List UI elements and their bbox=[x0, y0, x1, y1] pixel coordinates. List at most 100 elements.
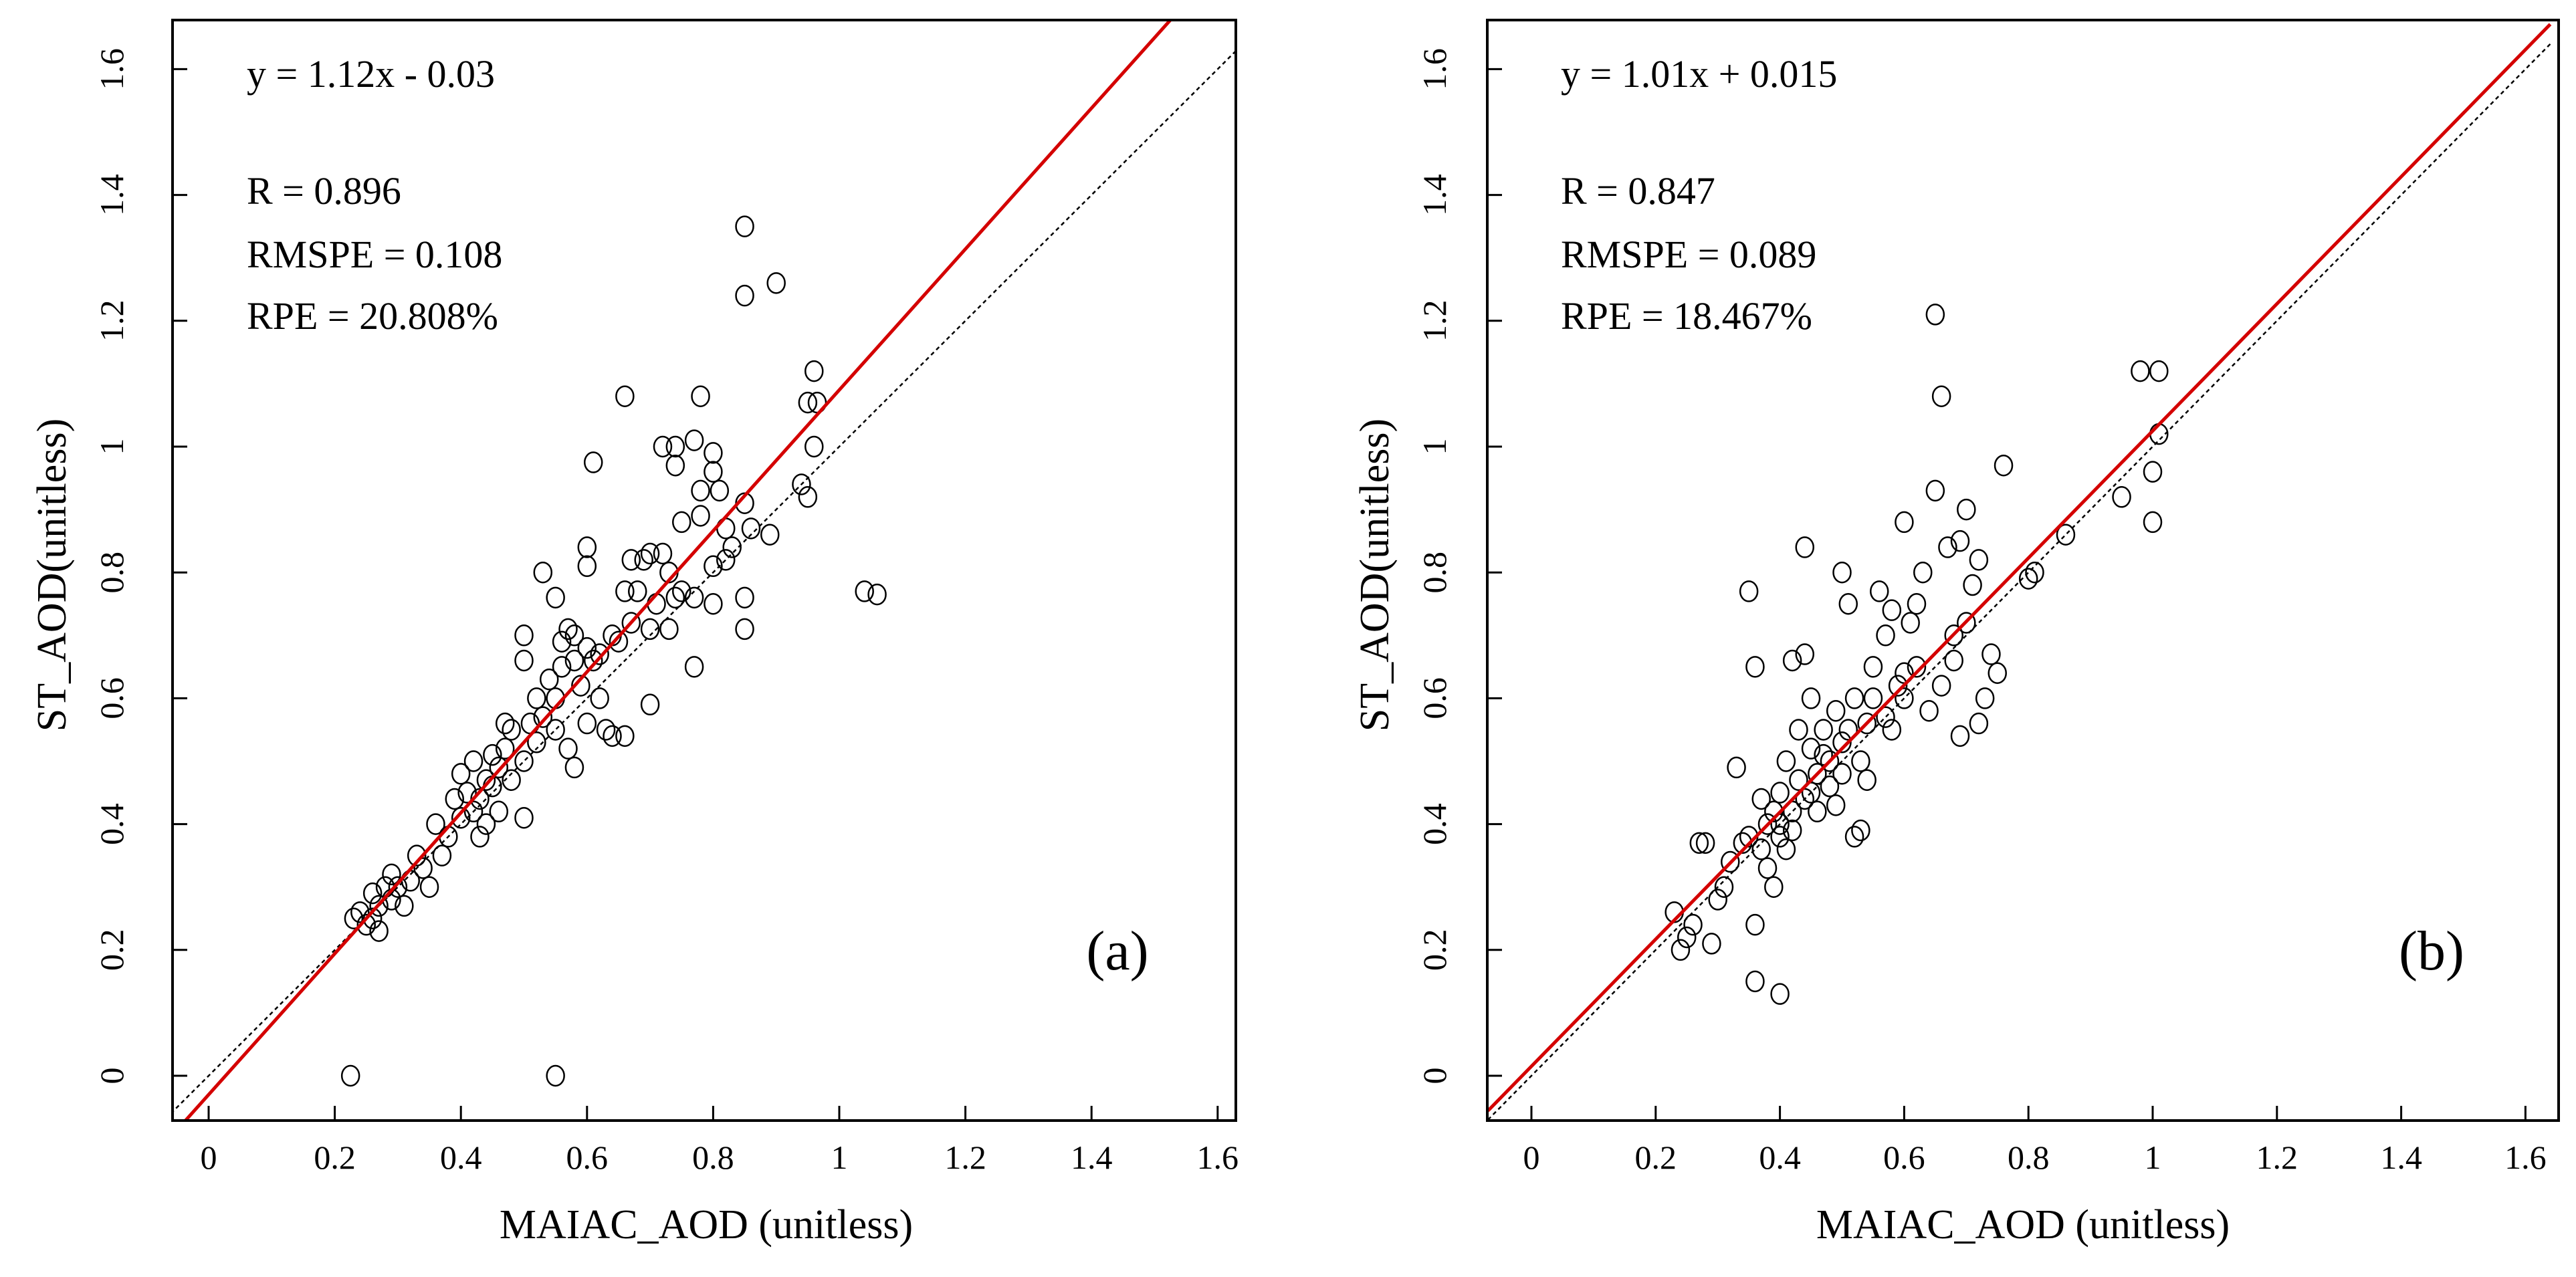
data-point bbox=[1994, 454, 2014, 477]
data-point bbox=[735, 586, 754, 609]
data-point bbox=[1888, 675, 1908, 697]
panel-a: 0 0.2 0.4 0.6 0.8 1 1.2 1.4 1.6 0 0.2 0.4 0.6 0.8 1 1.2… bbox=[29, 19, 1239, 1248]
data-point bbox=[463, 750, 484, 772]
panel-b: 0 0.2 0.4 0.6 0.8 1 1.2 1.4 1.6 0 0.2 0.4 0.6 0.8 1 1.2… bbox=[1352, 19, 2560, 1248]
data-point bbox=[603, 725, 622, 747]
data-point bbox=[369, 920, 389, 942]
data-point bbox=[1957, 498, 1976, 521]
data-point bbox=[2018, 568, 2038, 590]
data-point bbox=[672, 511, 691, 534]
data-point bbox=[1901, 612, 1920, 634]
y-tick-label: 0.8 bbox=[93, 552, 130, 594]
data-point bbox=[1714, 876, 1734, 898]
data-points bbox=[340, 215, 887, 1087]
data-point bbox=[2112, 486, 2131, 508]
y-tick-label: 1.6 bbox=[93, 48, 130, 90]
data-point bbox=[704, 555, 723, 578]
data-point bbox=[514, 806, 534, 829]
x-tick-label: 0.6 bbox=[1883, 1139, 1925, 1176]
data-point bbox=[583, 451, 603, 473]
panel-label: (b) bbox=[2399, 920, 2464, 982]
data-point bbox=[476, 813, 496, 835]
data-point bbox=[1727, 756, 1746, 779]
data-point bbox=[489, 756, 509, 779]
data-point bbox=[1702, 933, 1721, 955]
y-tick-label: 0.4 bbox=[93, 803, 130, 845]
stat-annotation: RMSPE = 0.108 bbox=[247, 233, 502, 276]
data-point bbox=[1950, 530, 1970, 552]
data-point bbox=[590, 687, 609, 709]
data-point bbox=[564, 649, 584, 672]
data-point bbox=[1770, 826, 1790, 848]
data-point bbox=[362, 907, 383, 929]
data-point bbox=[1988, 662, 2007, 685]
data-point bbox=[691, 505, 710, 527]
data-point bbox=[350, 901, 370, 923]
data-point bbox=[647, 593, 666, 615]
data-point bbox=[1814, 719, 1833, 741]
data-point bbox=[704, 442, 723, 464]
x-tick-label: 0.2 bbox=[314, 1139, 356, 1176]
data-point bbox=[340, 1064, 360, 1087]
y-tick-label: 0 bbox=[93, 1068, 130, 1084]
data-point bbox=[1863, 687, 1883, 709]
y-tick-label: 0.2 bbox=[1416, 929, 1453, 971]
data-point bbox=[369, 895, 389, 917]
data-point bbox=[665, 454, 685, 477]
data-point bbox=[798, 486, 818, 508]
data-point bbox=[514, 624, 534, 647]
data-point bbox=[1832, 731, 1852, 753]
data-point bbox=[1782, 819, 1802, 842]
data-point bbox=[1832, 561, 1852, 584]
data-point bbox=[2143, 511, 2163, 534]
data-point bbox=[684, 656, 704, 678]
data-point bbox=[684, 429, 704, 451]
data-point bbox=[1801, 737, 1821, 760]
data-point bbox=[1981, 643, 2001, 665]
data-point bbox=[2143, 461, 2163, 483]
regression-line bbox=[183, 20, 1173, 1121]
data-point bbox=[1950, 725, 1970, 747]
data-point bbox=[1925, 479, 1945, 502]
data-point bbox=[1739, 580, 1759, 602]
data-point bbox=[741, 517, 761, 540]
panel-label: (a) bbox=[1086, 920, 1148, 982]
data-point bbox=[577, 536, 597, 558]
data-point bbox=[2056, 524, 2076, 546]
data-point bbox=[704, 461, 723, 483]
data-point bbox=[1764, 876, 1784, 898]
data-point bbox=[855, 580, 874, 602]
data-point bbox=[362, 882, 383, 905]
data-point bbox=[558, 737, 578, 760]
data-point bbox=[716, 549, 736, 571]
data-point bbox=[1913, 561, 1933, 584]
data-point bbox=[1770, 782, 1790, 804]
data-point bbox=[1745, 656, 1765, 678]
x-tick-label: 0.6 bbox=[566, 1139, 609, 1176]
data-point bbox=[470, 826, 490, 848]
data-point bbox=[388, 876, 408, 898]
data-point bbox=[627, 580, 647, 602]
data-point bbox=[1708, 889, 1727, 911]
data-point bbox=[1745, 913, 1765, 936]
y-tick-label: 1.6 bbox=[1416, 48, 1453, 90]
data-point bbox=[1882, 599, 1902, 621]
data-point bbox=[1751, 788, 1771, 810]
data-point bbox=[1838, 719, 1858, 741]
data-point bbox=[571, 675, 591, 697]
stat-annotation: R = 0.896 bbox=[247, 169, 401, 213]
data-point bbox=[514, 649, 534, 672]
y-tick-label: 1.4 bbox=[1416, 174, 1453, 216]
data-point bbox=[1863, 656, 1883, 678]
data-point bbox=[1814, 743, 1833, 766]
stat-annotation: RMSPE = 0.089 bbox=[1561, 233, 1816, 276]
x-tick-label: 0.4 bbox=[1759, 1139, 1801, 1176]
data-point bbox=[1826, 794, 1846, 816]
data-point bbox=[640, 693, 660, 716]
data-point bbox=[356, 913, 376, 936]
stat-annotation: R = 0.847 bbox=[1561, 169, 1715, 213]
data-point bbox=[867, 583, 887, 606]
data-point bbox=[577, 555, 597, 578]
data-point bbox=[489, 800, 509, 823]
data-point bbox=[546, 719, 565, 741]
